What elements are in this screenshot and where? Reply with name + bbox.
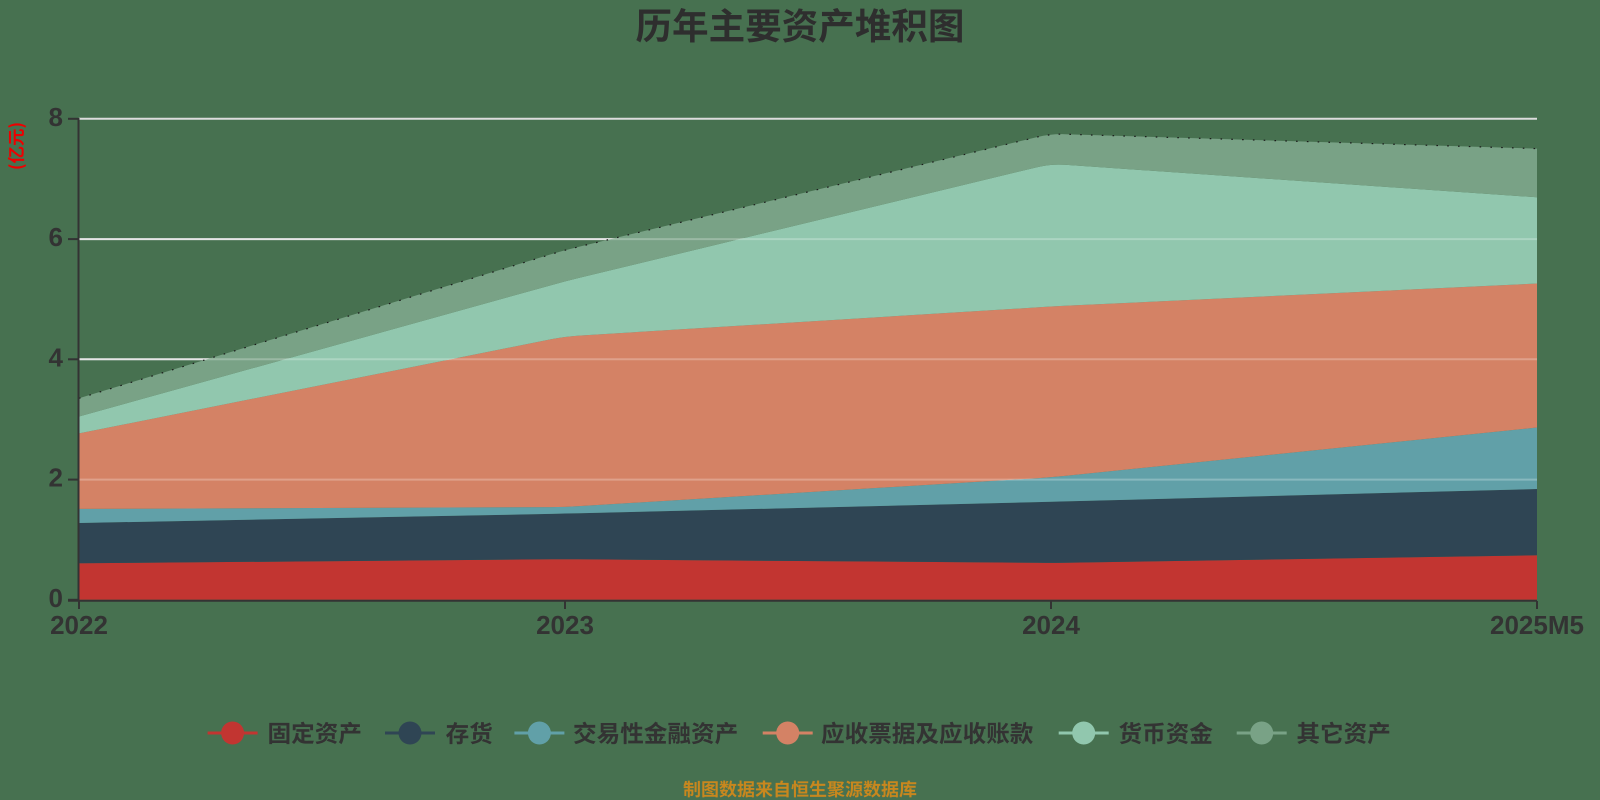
svg-text:2023: 2023: [536, 610, 594, 640]
svg-text:4: 4: [49, 342, 64, 372]
svg-text:2024: 2024: [1022, 610, 1080, 640]
svg-text:0: 0: [49, 583, 63, 613]
svg-text:6: 6: [49, 222, 63, 252]
svg-text:2022: 2022: [50, 610, 108, 640]
svg-text:2025M5: 2025M5: [1490, 610, 1584, 640]
svg-text:2: 2: [49, 463, 63, 493]
svg-text:8: 8: [49, 102, 63, 132]
